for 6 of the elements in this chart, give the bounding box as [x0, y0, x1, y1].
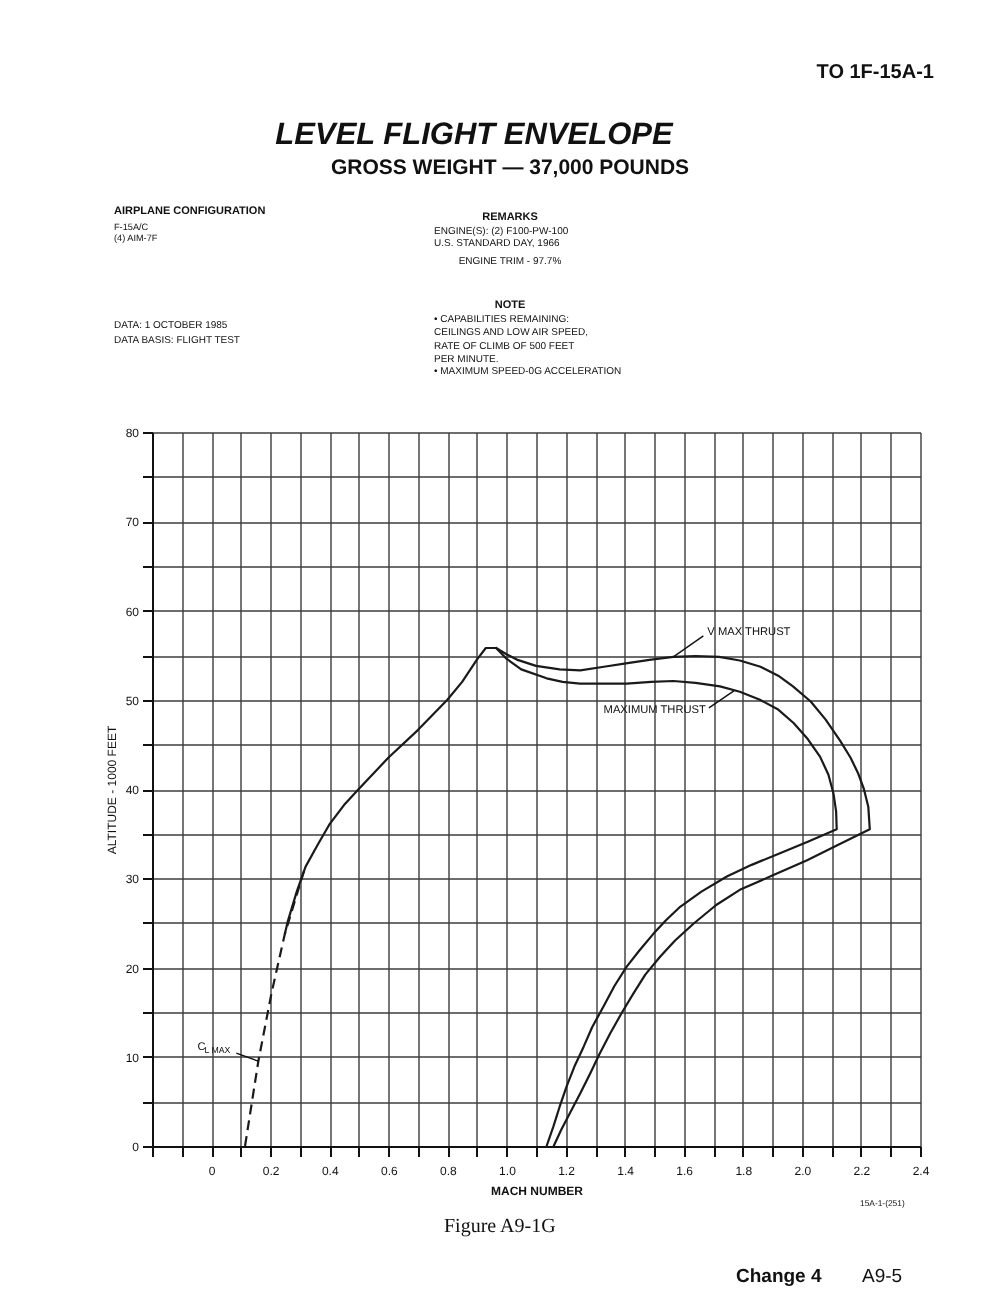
- text: TO 1F-15A-1: [816, 62, 935, 84]
- text: Change 4: [736, 1266, 823, 1288]
- text: A9-5: [862, 1266, 903, 1288]
- chart-title: LEVEL FLIGHT ENVELOPE: [275, 118, 674, 152]
- chart-subtitle: GROSS WEIGHT — 37,000 POUNDS: [330, 156, 690, 180]
- caption: Figure A9-1G: [444, 1216, 556, 1238]
